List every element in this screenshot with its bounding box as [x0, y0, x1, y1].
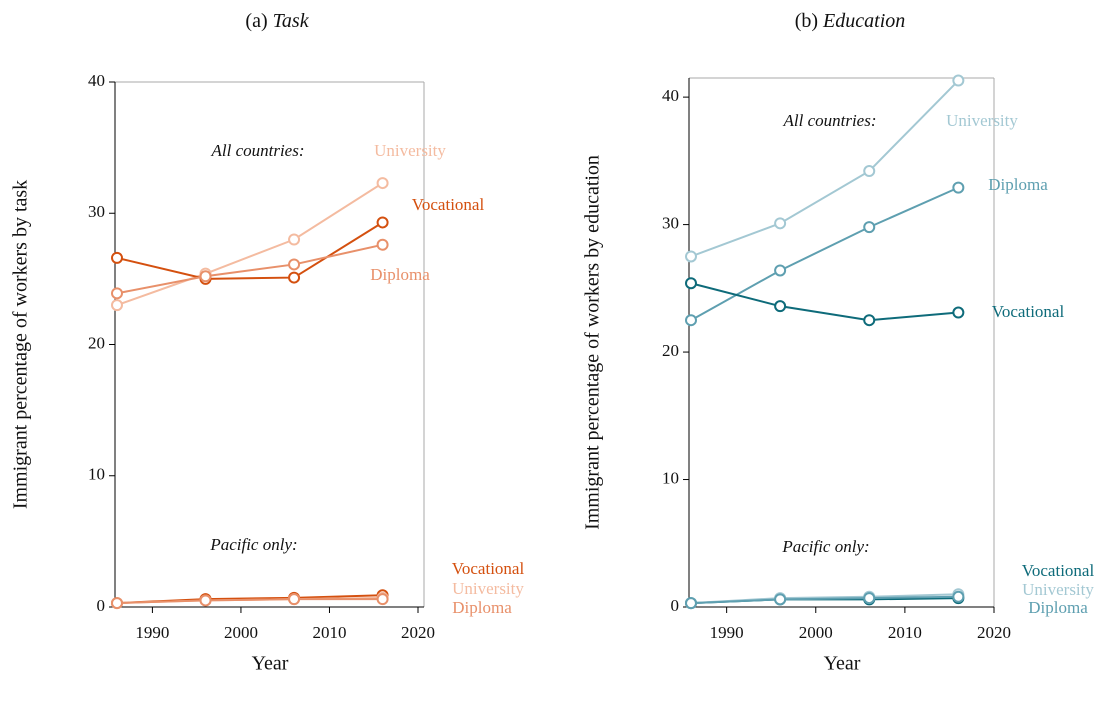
- series-label: Diploma: [370, 265, 430, 284]
- y-tick-label: 0: [671, 596, 680, 615]
- data-point: [863, 165, 876, 178]
- data-point: [774, 217, 787, 230]
- title-text: Task: [273, 10, 310, 32]
- data-point: [952, 590, 965, 603]
- y-tick-label: 10: [662, 468, 679, 487]
- x-axis-label: Year: [252, 653, 289, 675]
- panel-label: (b): [795, 10, 818, 32]
- y-axis-label: Immigrant percentage of workers by task: [10, 180, 32, 509]
- y-tick-label: 20: [88, 333, 105, 352]
- annotation: All countries:: [210, 141, 304, 160]
- data-point: [376, 593, 389, 606]
- data-point: [288, 258, 301, 271]
- series-label: University: [374, 141, 446, 160]
- chart-title: (b) Education: [795, 10, 906, 32]
- series-label: University: [1022, 580, 1094, 599]
- x-axis-label: Year: [824, 653, 861, 675]
- annotation: Pacific only:: [781, 537, 869, 556]
- data-point: [685, 277, 697, 290]
- data-point: [774, 593, 787, 606]
- data-point: [774, 264, 787, 277]
- data-point: [199, 270, 212, 283]
- data-point: [376, 238, 389, 251]
- series-label: University: [946, 111, 1018, 130]
- data-point: [952, 306, 965, 319]
- data-point: [863, 592, 876, 605]
- data-point: [199, 594, 212, 607]
- x-tick-label: 2000: [224, 623, 258, 642]
- annotation: Pacific only:: [209, 535, 297, 554]
- panel-label: (a): [245, 10, 267, 32]
- data-point: [288, 271, 301, 284]
- series-label: Diploma: [452, 598, 512, 617]
- data-point: [863, 221, 876, 234]
- chart-title: (a) Task: [245, 10, 309, 32]
- title-text: Education: [822, 10, 905, 32]
- x-tick-label: 2010: [312, 623, 346, 642]
- y-tick-label: 30: [662, 213, 679, 232]
- series-label: Diploma: [1028, 598, 1088, 617]
- x-tick-label: 1990: [710, 623, 744, 642]
- series-line: [116, 598, 383, 605]
- data-point: [952, 74, 965, 87]
- x-tick-label: 2020: [977, 623, 1011, 642]
- data-point: [288, 593, 301, 606]
- y-tick-label: 30: [88, 202, 105, 221]
- data-point: [685, 597, 697, 610]
- data-point: [376, 177, 389, 190]
- data-point: [685, 250, 697, 263]
- data-point: [685, 314, 697, 327]
- series-label: University: [452, 579, 524, 598]
- data-point: [863, 314, 876, 327]
- series-line: [690, 595, 959, 605]
- series-label: Vocational: [1022, 561, 1095, 580]
- data-point: [111, 597, 123, 610]
- series-line: [690, 79, 960, 258]
- series-line: [690, 186, 959, 322]
- series-label: Vocational: [412, 195, 485, 214]
- x-tick-label: 2010: [888, 623, 922, 642]
- data-point: [111, 251, 123, 264]
- series-label: Vocational: [992, 302, 1065, 321]
- series-line: [690, 282, 959, 322]
- y-tick-label: 40: [662, 86, 679, 105]
- x-tick-label: 2000: [799, 623, 833, 642]
- data-point: [111, 287, 123, 300]
- series-line: [116, 182, 384, 307]
- y-axis-label: Immigrant percentage of workers by educa…: [582, 155, 604, 530]
- y-tick-label: 40: [88, 71, 105, 90]
- data-point: [952, 181, 965, 194]
- series-line: [116, 243, 383, 295]
- annotation: All countries:: [782, 111, 876, 130]
- y-tick-label: 10: [88, 465, 105, 484]
- data-point: [288, 233, 301, 246]
- data-point: [774, 300, 787, 313]
- y-tick-label: 20: [662, 341, 679, 360]
- y-tick-label: 0: [97, 596, 106, 615]
- data-point: [111, 299, 123, 312]
- x-tick-label: 1990: [135, 623, 169, 642]
- x-tick-label: 2020: [401, 623, 435, 642]
- series-line: [116, 221, 384, 280]
- series-label: Vocational: [452, 559, 525, 578]
- series-label: Diploma: [988, 175, 1048, 194]
- data-point: [376, 216, 389, 229]
